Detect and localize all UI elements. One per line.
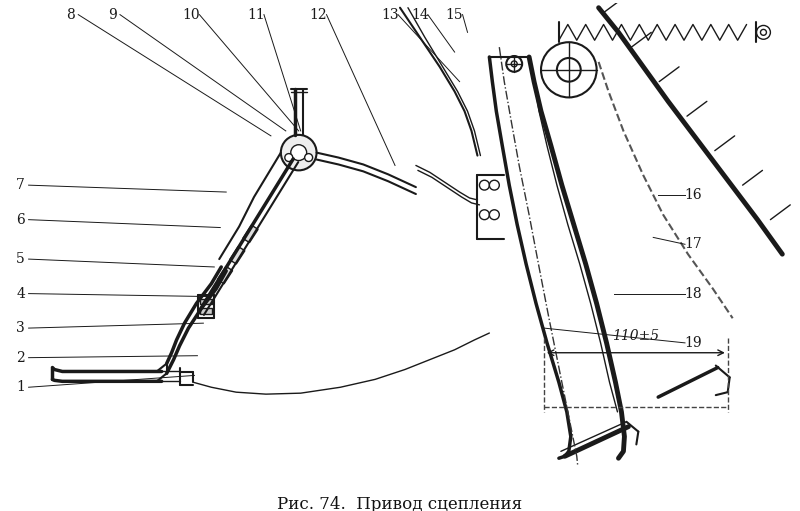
Text: 4: 4	[16, 287, 25, 300]
Circle shape	[490, 210, 499, 220]
Circle shape	[506, 56, 522, 72]
Bar	[200, 298, 212, 305]
Circle shape	[541, 42, 597, 98]
Circle shape	[757, 26, 770, 39]
Text: 13: 13	[382, 8, 399, 21]
Circle shape	[761, 30, 766, 35]
Circle shape	[511, 61, 517, 67]
Text: 6: 6	[16, 213, 25, 227]
Bar	[218, 266, 233, 284]
Circle shape	[557, 58, 581, 82]
Text: 10: 10	[182, 8, 200, 21]
Text: Рис. 74.  Привод сцепления: Рис. 74. Привод сцепления	[278, 496, 522, 511]
Text: 5: 5	[16, 252, 25, 266]
Text: 17: 17	[684, 237, 702, 251]
Text: 3: 3	[16, 321, 25, 335]
Text: 19: 19	[684, 336, 702, 350]
Circle shape	[479, 180, 490, 190]
Text: 11: 11	[247, 8, 265, 21]
Circle shape	[305, 154, 313, 161]
Circle shape	[479, 210, 490, 220]
Circle shape	[285, 154, 293, 161]
Text: 16: 16	[684, 188, 702, 202]
Text: 14: 14	[411, 8, 429, 21]
Text: 8: 8	[66, 8, 74, 21]
Text: 9: 9	[108, 8, 116, 21]
Text: 12: 12	[310, 8, 327, 21]
Text: 7: 7	[16, 178, 25, 192]
Circle shape	[490, 180, 499, 190]
Bar	[243, 225, 258, 243]
Text: 110±5: 110±5	[612, 329, 659, 343]
Circle shape	[281, 135, 317, 170]
Text: 15: 15	[446, 8, 463, 21]
Circle shape	[290, 145, 306, 160]
Text: 2: 2	[16, 351, 25, 365]
Bar	[200, 308, 212, 314]
Bar	[230, 246, 245, 264]
Text: 18: 18	[684, 287, 702, 300]
Text: 1: 1	[16, 380, 25, 394]
